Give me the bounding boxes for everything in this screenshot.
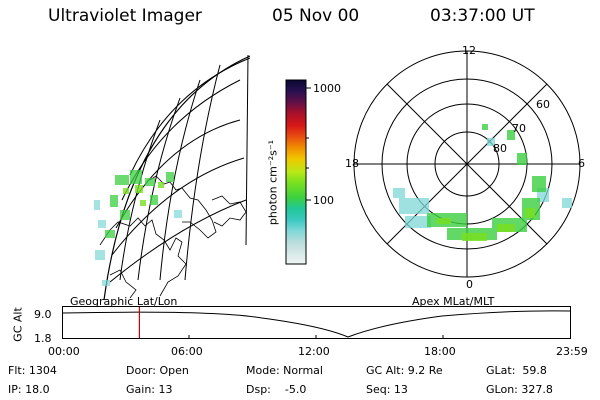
colorbar <box>285 79 311 265</box>
geographic-panel-label: Geographic Lat/Lon <box>70 295 178 308</box>
date-label: 05 Nov 00 <box>272 6 360 26</box>
colorbar-tick-1000: 1000 <box>313 82 341 95</box>
geographic-map <box>94 54 251 301</box>
lat-label-70: 70 <box>512 122 526 135</box>
lat-label-60: 60 <box>536 98 550 111</box>
colorbar-tick-100: 100 <box>313 194 334 207</box>
info-gain: Gain: 13 <box>126 383 173 396</box>
timeline-xtick-0600: 06:00 <box>171 345 203 358</box>
timeline-xtick-0000: 00:00 <box>48 345 80 358</box>
timeline-ytick-9: 9.0 <box>34 308 52 321</box>
info-glon: GLon: 327.8 <box>486 383 553 396</box>
mlt-label-18: 18 <box>345 157 359 170</box>
info-flight: Flt: 1304 <box>8 364 57 377</box>
info-ip: IP: 18.0 <box>8 383 50 396</box>
info-mode: Mode: Normal <box>246 364 323 377</box>
info-dsp: Dsp: -5.0 <box>246 383 307 396</box>
timeline-xtick-2359: 23:59 <box>556 345 588 358</box>
info-door: Door: Open <box>126 364 189 377</box>
polar-panel-label: Apex MLat/MLT <box>412 295 495 308</box>
mlt-label-12: 12 <box>462 44 476 57</box>
mlt-label-6: 6 <box>578 157 585 170</box>
lat-label-80: 80 <box>493 142 507 155</box>
info-seq: Seq: 13 <box>366 383 408 396</box>
instrument-title: Ultraviolet Imager <box>48 6 202 26</box>
info-glat: GLat: 59.8 <box>486 364 547 377</box>
timeline-axis-title: GC Alt <box>11 307 25 342</box>
timeline-ytick-1: 1.8 <box>34 332 52 345</box>
polar-plot <box>353 50 581 278</box>
mlt-label-0: 0 <box>466 278 473 291</box>
info-gc-alt: GC Alt: 9.2 Re <box>366 364 443 377</box>
altitude-timeline <box>62 306 571 339</box>
time-label: 03:37:00 UT <box>430 6 535 26</box>
colorbar-unit-label: photon cm⁻²s⁻¹ <box>266 139 280 226</box>
timeline-xtick-1200: 12:00 <box>298 345 330 358</box>
timeline-xtick-1800: 18:00 <box>424 345 456 358</box>
